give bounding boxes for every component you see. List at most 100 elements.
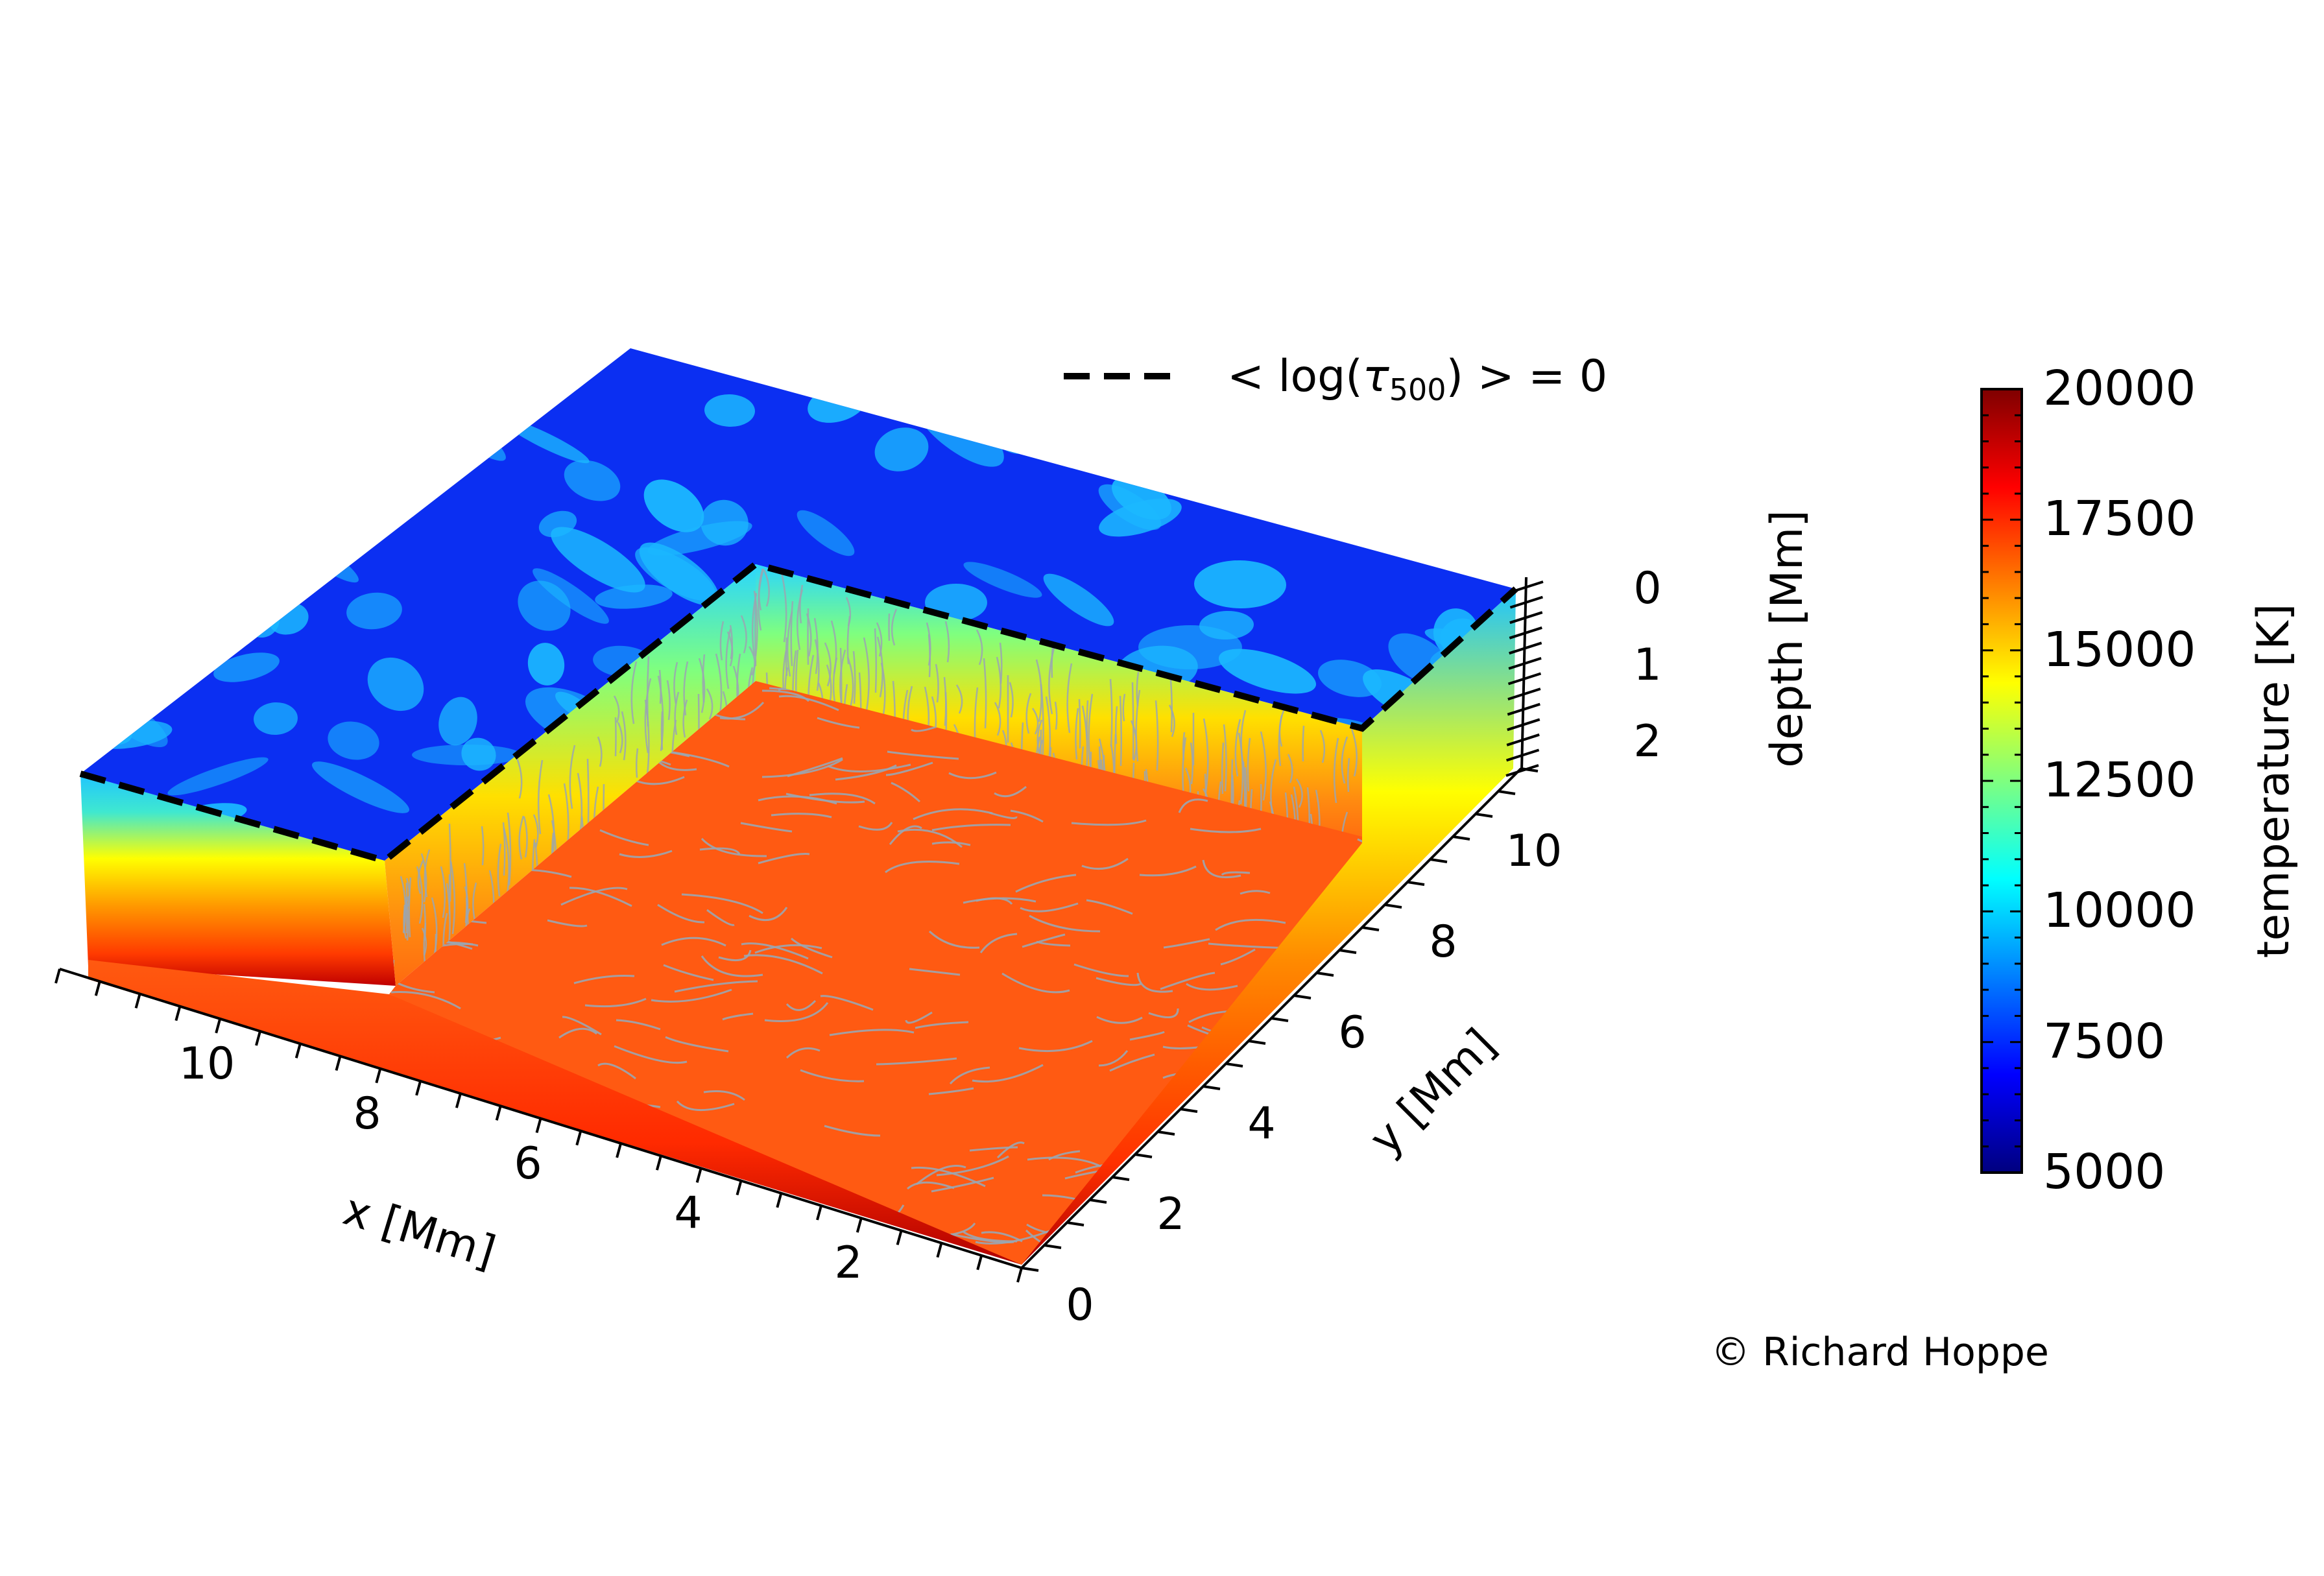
streamline — [1217, 1211, 1299, 1219]
granule-blob — [376, 418, 485, 454]
granule-blob — [874, 427, 929, 472]
streamline — [463, 863, 468, 924]
streamline — [599, 829, 649, 846]
streamline — [913, 808, 993, 820]
streamline — [516, 758, 523, 799]
z-tick-label: 2 — [1633, 716, 1661, 767]
streamline — [1129, 1031, 1165, 1041]
streamline — [979, 933, 1018, 953]
streamline — [420, 853, 427, 903]
streamline — [390, 991, 461, 1010]
streamline — [1071, 819, 1147, 826]
x-tick-label: 2 — [834, 1237, 862, 1289]
streamline — [547, 919, 588, 927]
streamline — [597, 1062, 636, 1080]
y-tick-label: 6 — [1338, 1007, 1366, 1058]
streamline — [931, 824, 1011, 831]
z-tick — [1505, 764, 1539, 777]
streamline — [858, 822, 893, 831]
streamline — [1096, 1016, 1143, 1024]
streamline — [943, 676, 947, 726]
z-tick — [1510, 580, 1544, 593]
x-tick-label: 4 — [674, 1188, 702, 1239]
streamline — [1199, 1246, 1229, 1257]
streamline — [1221, 871, 1251, 876]
streamline — [887, 750, 959, 760]
streamline — [703, 1090, 745, 1101]
streamline — [786, 611, 793, 677]
streamline — [658, 669, 662, 704]
streamline — [665, 1036, 729, 1053]
streamline — [681, 893, 763, 914]
streamline — [740, 822, 793, 833]
streamline — [537, 759, 544, 835]
streamline — [748, 646, 756, 676]
x-tick-label: 6 — [514, 1138, 542, 1189]
z-axis-label: depth [Mm] — [1762, 510, 1813, 768]
x-axis-ticks: 2 4 6 8 10 — [54, 968, 1023, 1289]
streamline — [1022, 933, 1066, 948]
x-tick — [695, 1167, 702, 1183]
streamline — [584, 997, 647, 1008]
streamline — [1223, 724, 1227, 792]
streamline — [1051, 646, 1054, 678]
granule-blob — [213, 652, 280, 682]
z-tick — [1506, 733, 1540, 746]
streamline — [809, 793, 876, 805]
streamline — [931, 841, 971, 846]
y-tick-label: 0 — [1066, 1280, 1094, 1331]
granule-blob — [564, 460, 621, 501]
granule-blob — [235, 560, 319, 593]
y-tick — [1044, 1244, 1062, 1249]
streamline — [1287, 754, 1293, 783]
streamline — [625, 1205, 665, 1223]
z-tick — [1507, 702, 1540, 716]
y-tick — [1339, 949, 1357, 954]
streamline — [1319, 730, 1326, 763]
streamline — [880, 662, 886, 715]
y-tick — [1430, 858, 1448, 863]
streamline — [1234, 719, 1241, 777]
streamline — [1040, 684, 1044, 763]
granule-blob — [106, 401, 205, 450]
streamline — [1009, 682, 1014, 718]
tau-unity-contour — [79, 560, 1518, 865]
streamline — [1284, 1189, 1341, 1199]
streamline — [614, 1045, 688, 1064]
front-face-bottom — [88, 960, 1022, 1265]
granule-blob — [1315, 440, 1416, 474]
streamline — [1088, 693, 1094, 767]
streamline — [1205, 1147, 1249, 1149]
granule-blob — [80, 557, 138, 588]
streamline — [1054, 701, 1058, 730]
streamline — [963, 897, 1036, 904]
streamline — [1215, 918, 1286, 931]
streamline — [701, 955, 763, 977]
y-tick — [1407, 881, 1425, 886]
granule-blob — [124, 348, 221, 388]
streamline — [497, 843, 502, 897]
granule-blob — [963, 562, 1042, 598]
colorbar-tick-label: 20000 — [2043, 361, 2196, 416]
streamline — [522, 1239, 575, 1252]
streamline — [1323, 956, 1362, 974]
granule-blob — [1318, 660, 1382, 697]
z-tick — [1509, 626, 1542, 639]
y-tick — [1134, 1153, 1153, 1158]
y-tick-label: 4 — [1247, 1098, 1275, 1149]
streamline — [800, 1069, 865, 1082]
streamline — [751, 593, 758, 656]
streamline — [1015, 874, 1077, 893]
y-tick — [1271, 1017, 1289, 1022]
streamline — [669, 1244, 737, 1261]
streamline — [502, 822, 506, 876]
streamline — [1321, 1162, 1354, 1172]
streamline — [518, 815, 525, 860]
streamline — [657, 903, 705, 924]
y-tick-label: 10 — [1506, 826, 1563, 877]
streamline — [651, 988, 732, 1003]
streamline — [698, 658, 706, 713]
granule-blob — [991, 364, 1024, 390]
streamline — [423, 922, 427, 964]
